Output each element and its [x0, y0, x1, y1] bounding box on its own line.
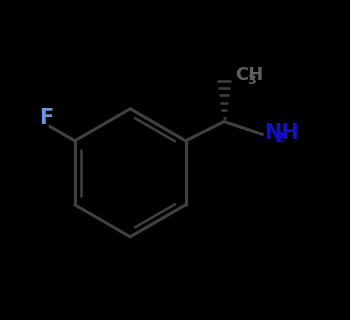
- Text: 2: 2: [275, 131, 285, 145]
- Text: CH: CH: [235, 66, 264, 84]
- Text: NH: NH: [264, 123, 299, 143]
- Text: F: F: [40, 108, 54, 128]
- Text: 3: 3: [247, 74, 256, 86]
